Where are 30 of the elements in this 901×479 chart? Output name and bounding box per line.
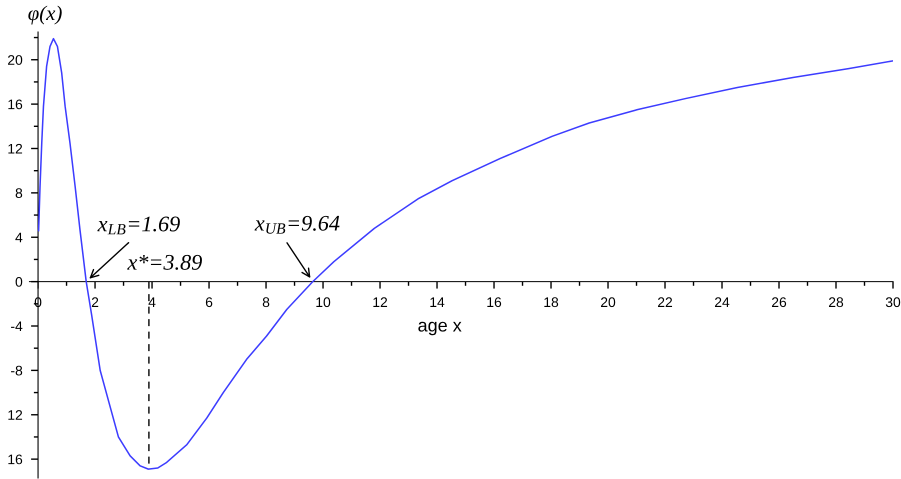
x-tick-label: 30 [886, 297, 900, 308]
y-tick-label: 12 [8, 144, 22, 154]
x-tick-label: 24 [714, 297, 730, 307]
y-tick-label: 4 [15, 232, 22, 242]
x-tick-label: 10 [316, 297, 330, 308]
y-axis-title: φ(x) [28, 6, 62, 24]
x-tick-label: 20 [600, 297, 616, 308]
x-tick-label: 4 [148, 297, 156, 307]
y-tick-label: 8 [16, 188, 22, 198]
annotation: x$_{LB}$=1.69 [97, 216, 180, 234]
y-tick-label: -8 [11, 366, 22, 376]
x-tick-label: 16 [487, 297, 502, 308]
x-tick-label: 8 [262, 297, 270, 308]
x-tick-label: 22 [658, 297, 672, 307]
x-tick-label: 2 [92, 297, 98, 307]
y-tick-label: 16 [8, 454, 22, 464]
y-tick-label: 0 [16, 276, 22, 287]
x-tick-label: 18 [544, 297, 558, 308]
y-tick-label: 12 [8, 410, 22, 420]
y-tick-label: 20 [8, 55, 22, 65]
x-tick-label: 6 [206, 297, 212, 308]
x-tick-label: 28 [828, 297, 844, 308]
x-tick-label: 14 [430, 297, 444, 307]
x-tick-label: 12 [373, 297, 388, 307]
x-tick-label: 26 [772, 297, 786, 308]
x-axis-title: age x [418, 322, 462, 336]
y-tick-label: -4 [11, 321, 22, 332]
y-tick-label: 16 [8, 99, 22, 110]
annotation: x$_{UB}$=9.64 [254, 216, 340, 234]
ref-line-label: x*=3.89 [127, 254, 202, 270]
